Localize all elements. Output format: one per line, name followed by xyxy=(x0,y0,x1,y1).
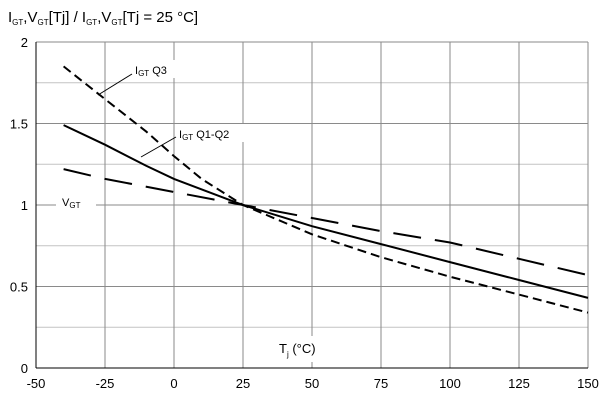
svg-text:Tj (°C): Tj (°C) xyxy=(279,341,316,359)
annotation-igt-q1-q2: IGT Q1-Q2 xyxy=(140,124,246,158)
series-line-1 xyxy=(63,124,589,299)
x-tick-label: 25 xyxy=(236,376,250,391)
x-tick-label: 75 xyxy=(374,376,388,391)
y-tick-label: 0 xyxy=(21,361,28,376)
x-tick-label: -50 xyxy=(27,376,46,391)
annotation-igt-q3: IGT Q3 xyxy=(97,60,202,96)
chart-title: IGT,VGT[Tj] / IGT,VGT[Tj = 25 °C] xyxy=(8,9,198,27)
svg-text:IGT Q3: IGT Q3 xyxy=(135,65,167,78)
x-tick-label: 100 xyxy=(439,376,461,391)
y-tick-label: 2 xyxy=(21,35,28,50)
annotation-arrow xyxy=(140,136,177,158)
y-tick-label: 1 xyxy=(21,198,28,213)
grid xyxy=(35,41,589,369)
x-axis-label: Tj (°C) xyxy=(274,336,346,362)
tick-labels: -50 -25 0 25 50 75 100 125 150 0 0.5 1 1.5 2 xyxy=(10,35,599,391)
x-tick-label: 125 xyxy=(508,376,530,391)
svg-text:VGT: VGT xyxy=(62,197,81,210)
series-lines xyxy=(62,65,589,314)
svg-text:IGT Q1-Q2: IGT Q1-Q2 xyxy=(179,129,229,142)
x-tick-label: 50 xyxy=(305,376,319,391)
series-line-2 xyxy=(63,168,589,277)
y-tick-label: 1.5 xyxy=(10,117,28,132)
x-tick-label: 0 xyxy=(170,376,177,391)
axes xyxy=(35,42,588,369)
y-tick-label: 0.5 xyxy=(10,280,28,295)
annotation-arrow xyxy=(97,73,133,96)
x-tick-label: -25 xyxy=(96,376,115,391)
annotation-vgt: VGT xyxy=(56,192,96,210)
series-line-0 xyxy=(62,65,589,314)
x-tick-label: 150 xyxy=(577,376,599,391)
